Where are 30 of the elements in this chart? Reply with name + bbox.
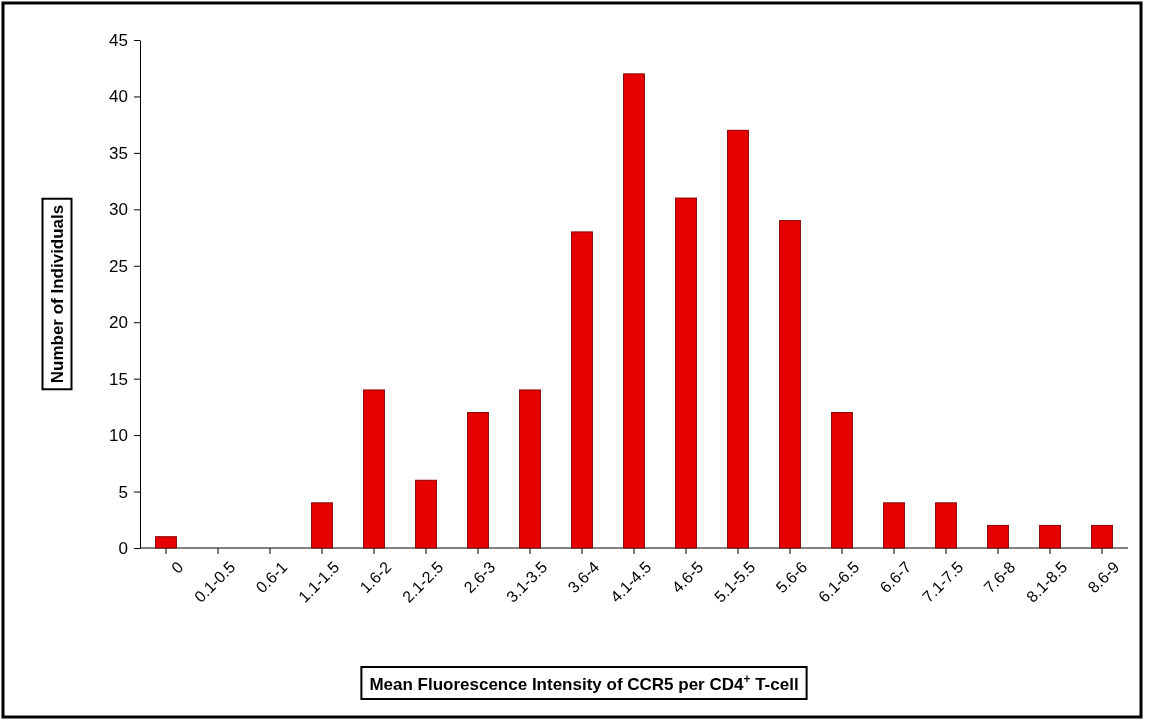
bar xyxy=(519,389,541,549)
y-axis-title: Number of Individuals xyxy=(47,204,67,384)
bar xyxy=(467,412,489,549)
bar xyxy=(363,389,385,549)
y-tick-label: 45 xyxy=(109,30,128,50)
bar xyxy=(1091,524,1113,549)
y-tick-label: 0 xyxy=(118,538,128,558)
y-tick-label: 15 xyxy=(109,369,128,389)
y-tick-label: 35 xyxy=(109,143,128,163)
bar xyxy=(883,502,905,549)
y-tick-label: 25 xyxy=(109,256,128,276)
bar xyxy=(935,502,957,549)
bar xyxy=(415,479,437,549)
bar xyxy=(831,412,853,549)
x-tick-label: 0 xyxy=(168,558,187,577)
bar xyxy=(727,129,749,549)
bar xyxy=(623,73,645,549)
y-tick-label: 20 xyxy=(109,313,128,333)
bar xyxy=(311,502,333,549)
bar xyxy=(779,220,801,549)
bar xyxy=(571,231,593,549)
bar xyxy=(1039,524,1061,549)
x-axis-title: Mean Fluorescence Intensity of CCR5 per CD4$^{+}$ T-cell xyxy=(369,672,799,694)
bar xyxy=(675,197,697,549)
bar xyxy=(155,536,177,549)
y-tick-label: 40 xyxy=(109,87,128,107)
y-tick-label: 10 xyxy=(109,426,128,446)
y-tick-label: 5 xyxy=(118,482,128,502)
y-tick-label: 30 xyxy=(109,200,128,220)
bar xyxy=(987,524,1009,549)
